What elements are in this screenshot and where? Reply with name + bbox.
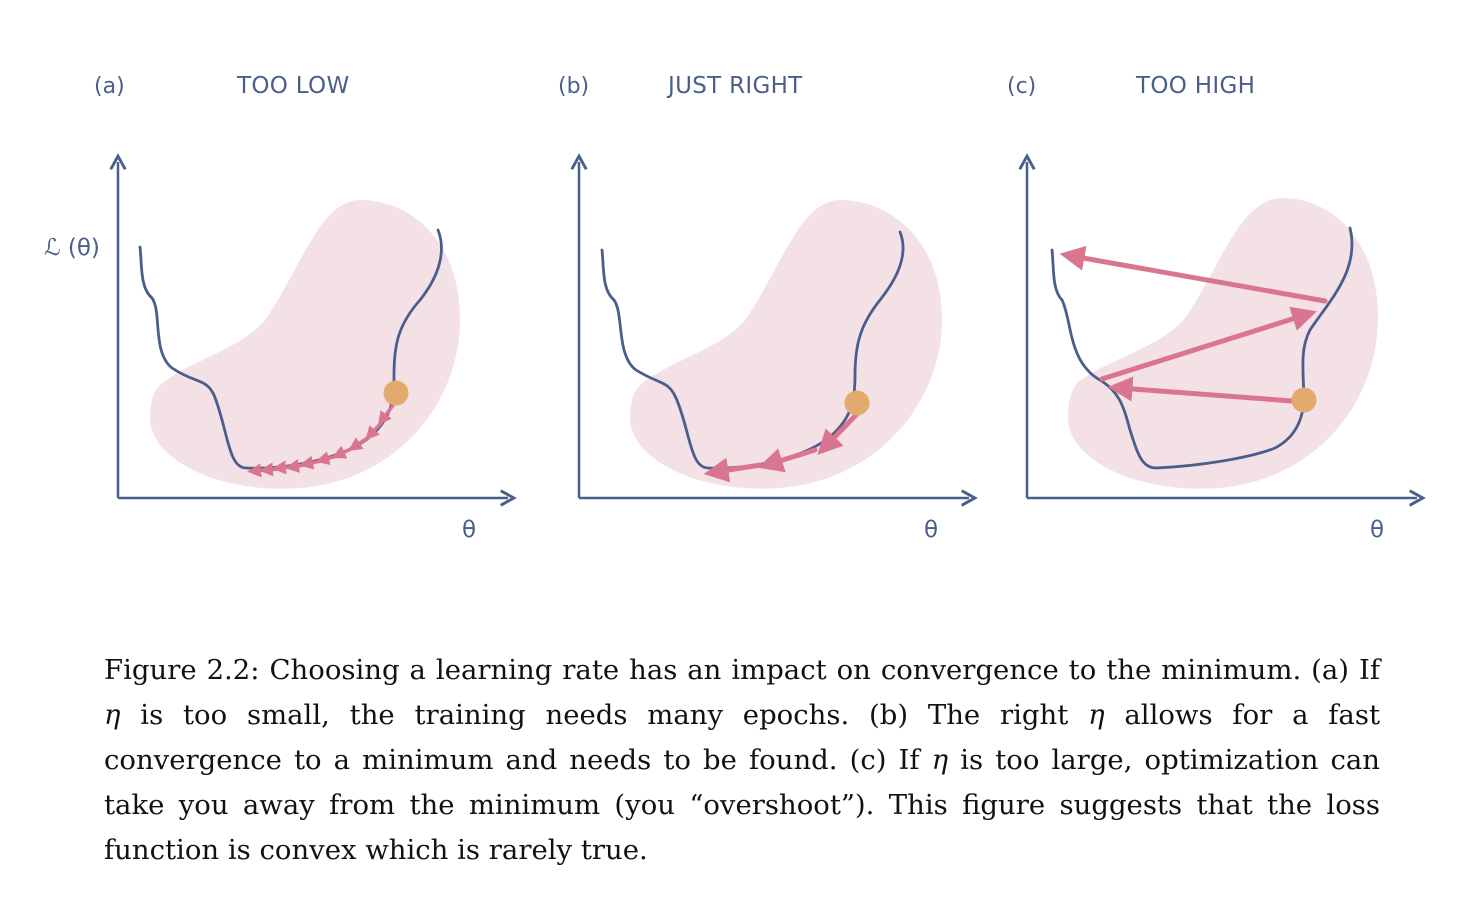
panel-a-start-point bbox=[384, 381, 409, 406]
panel-a-step-10 bbox=[254, 470, 265, 471]
panel-a-step-8 bbox=[279, 467, 291, 468]
panel-b-title: JUST RIGHT bbox=[666, 73, 803, 99]
eta-symbol: η bbox=[104, 699, 120, 731]
panel-c-x-axis-label: θ bbox=[1370, 517, 1384, 543]
panel-a-label: (a) bbox=[94, 74, 125, 99]
panel-c-label: (c) bbox=[1007, 74, 1036, 99]
learning-rate-figure: (a) TOO LOW ℒ (θ) θ (b) JUST RIGHT bbox=[0, 0, 1474, 600]
panel-a-y-axis-label: ℒ (θ) bbox=[44, 235, 100, 261]
caption-part-2: is too small, the training needs many ep… bbox=[120, 699, 1088, 731]
panel-c-title: TOO HIGH bbox=[1135, 73, 1255, 99]
panel-c: (c) TOO HIGH θ bbox=[1007, 73, 1417, 543]
panel-b-x-axis-label: θ bbox=[924, 517, 938, 543]
figure-caption: Figure 2.2: Choosing a learning rate has… bbox=[104, 648, 1380, 873]
eta-symbol: η bbox=[932, 744, 948, 776]
eta-symbol: η bbox=[1088, 699, 1104, 731]
panel-a-title: TOO LOW bbox=[236, 73, 350, 99]
panel-a-x-axis-label: θ bbox=[462, 517, 476, 543]
panel-a: (a) TOO LOW ℒ (θ) θ bbox=[44, 73, 508, 543]
panel-a-step-7 bbox=[292, 465, 305, 467]
panel-a-loss-region bbox=[150, 200, 460, 489]
panel-b-loss-region bbox=[630, 200, 942, 489]
panel-c-start-point bbox=[1292, 388, 1317, 413]
panel-a-step-9 bbox=[266, 469, 278, 470]
panel-b-label: (b) bbox=[558, 74, 589, 99]
panel-b: (b) JUST RIGHT θ bbox=[558, 73, 969, 543]
panel-b-start-point bbox=[845, 391, 870, 416]
caption-part-1: Figure 2.2: Choosing a learning rate has… bbox=[104, 654, 1380, 686]
